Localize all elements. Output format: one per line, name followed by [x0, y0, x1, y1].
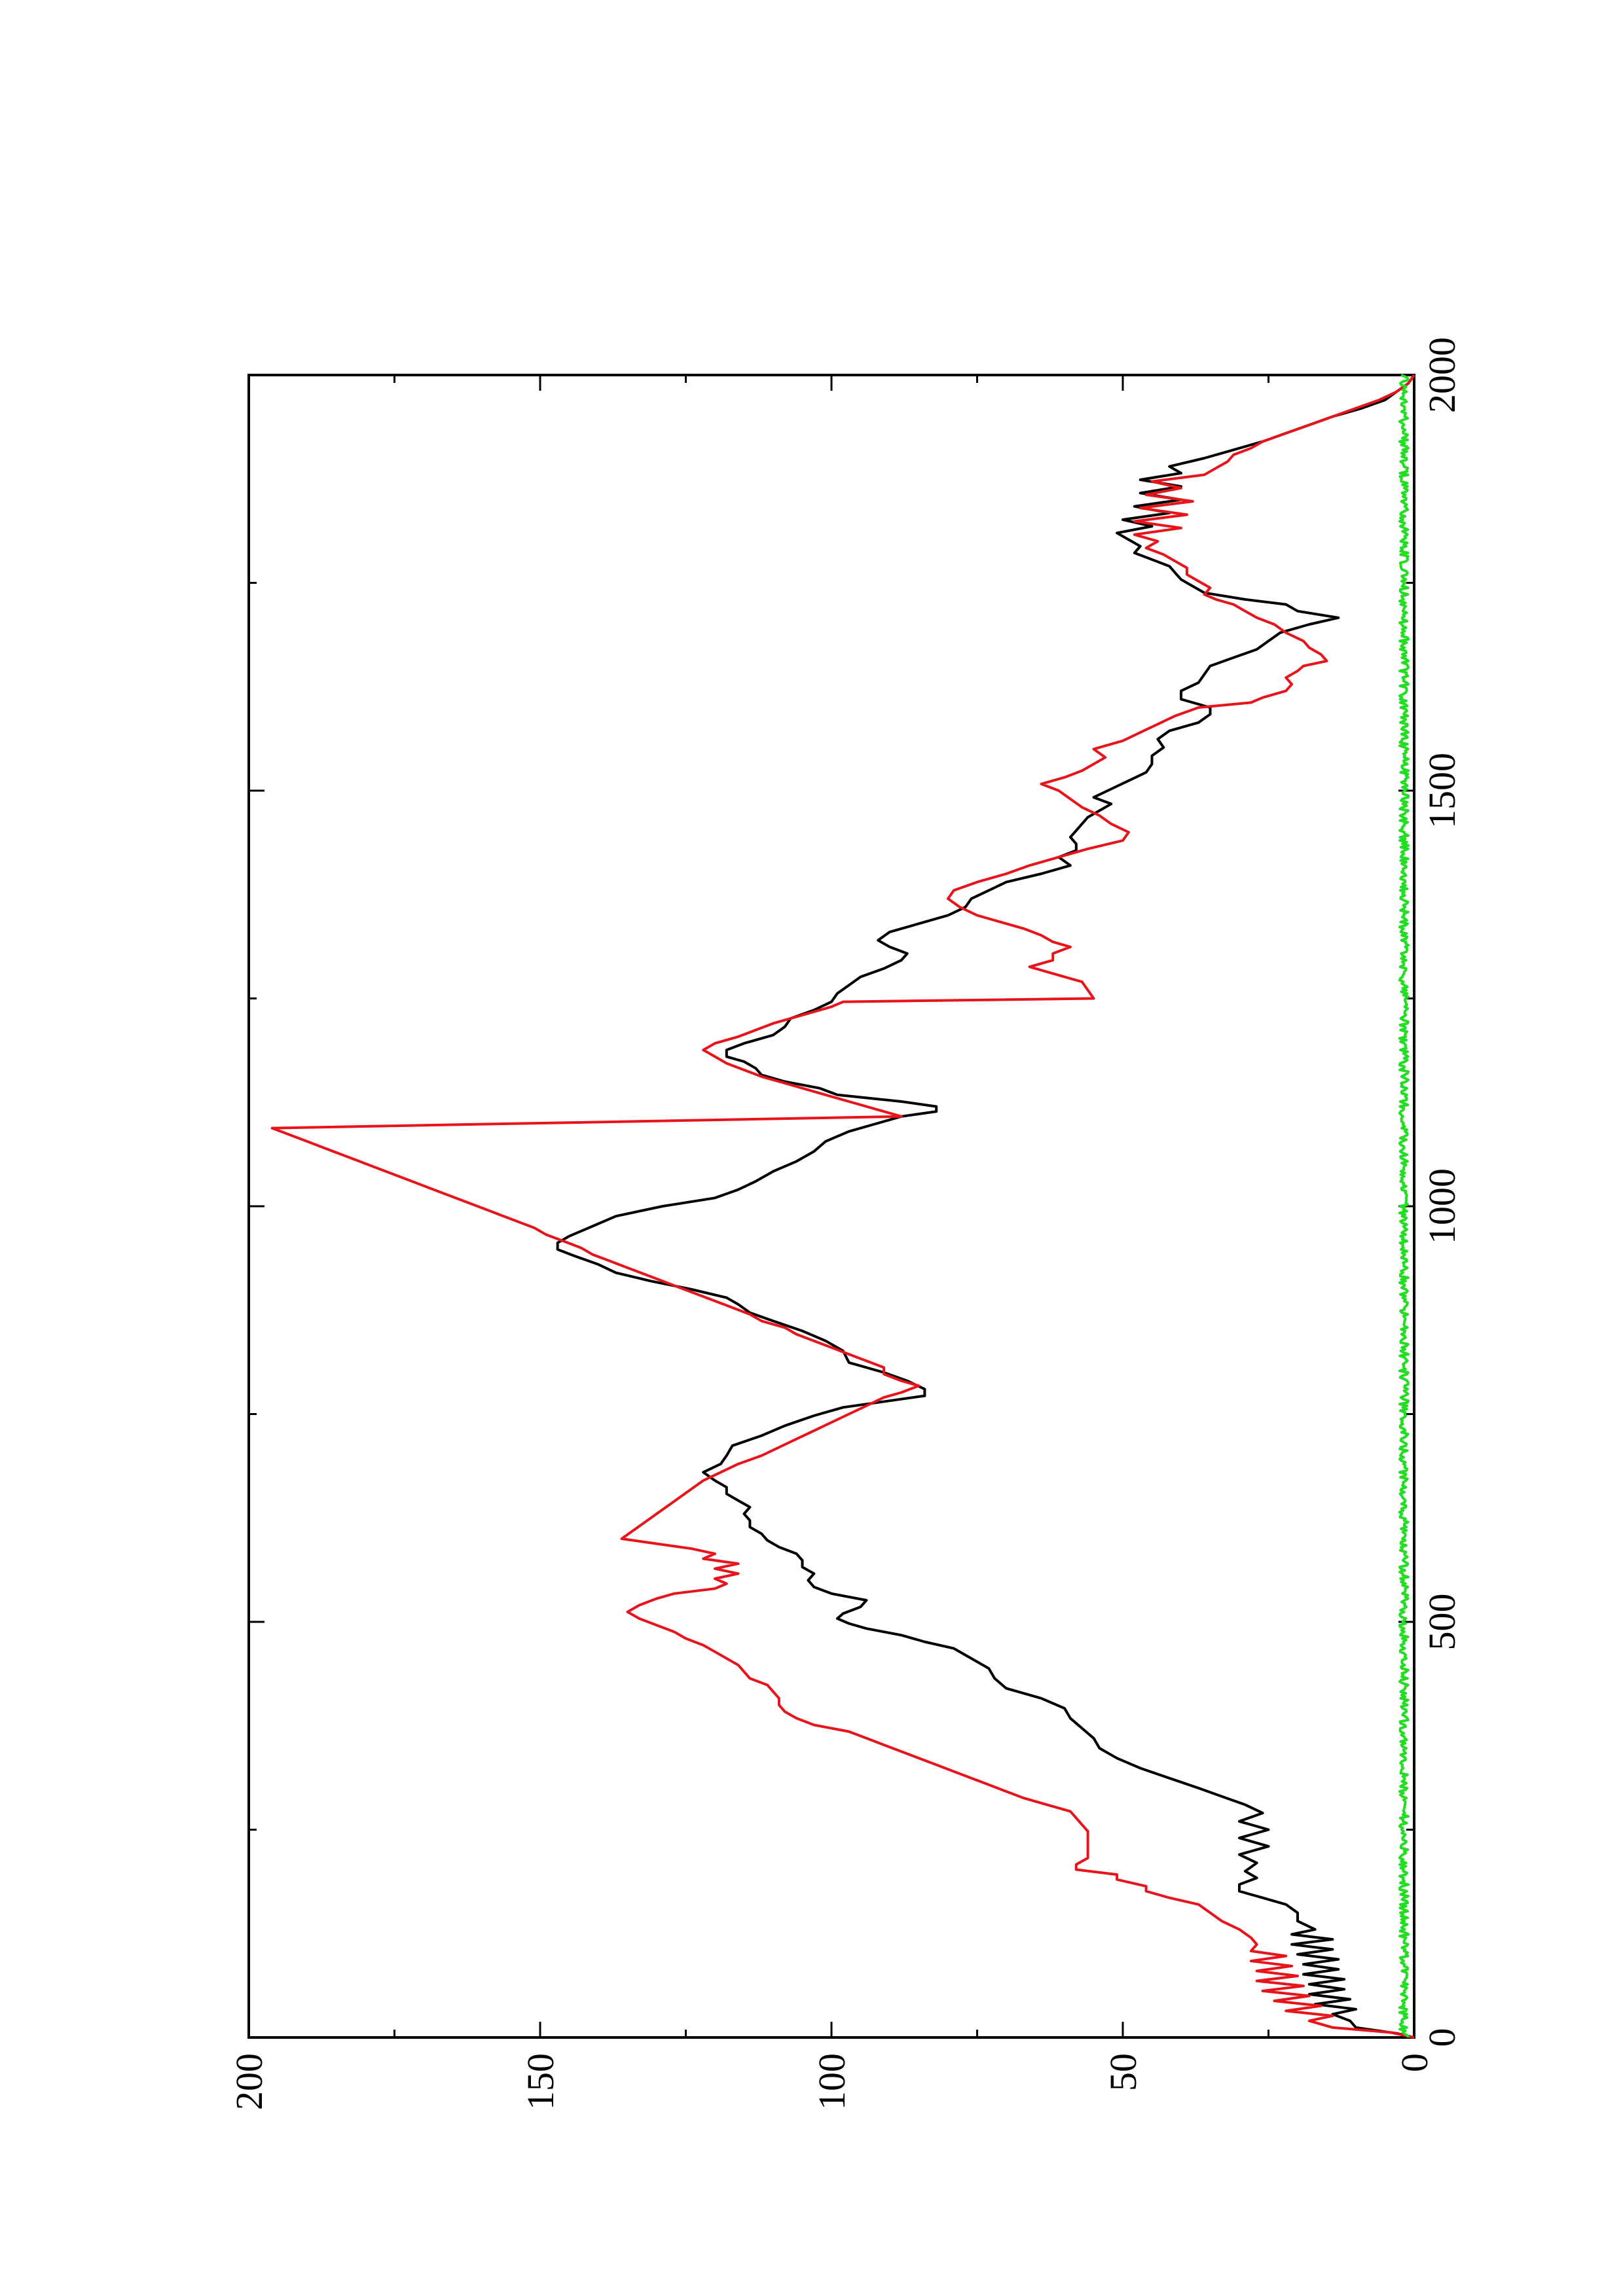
x-tick-label: 0 [1421, 2028, 1463, 2047]
y-tick-label: 100 [811, 2053, 853, 2110]
axis-ticks [247, 374, 1415, 2039]
x-tick-label: 2000 [1421, 337, 1463, 413]
y-tick-label: 200 [228, 2053, 270, 2110]
x-tick-labels: 0 500 1000 1500 2000 [1421, 337, 1463, 2047]
x-tick-label: 1000 [1421, 1168, 1463, 1244]
x-tick-label: 1500 [1421, 753, 1463, 829]
series-line-1 [556, 374, 1415, 2039]
plot-frame [247, 374, 1415, 2039]
series-line-2 [270, 374, 1415, 2039]
x-tick-label: 500 [1421, 1594, 1463, 1651]
series-line-3 [1398, 374, 1410, 2038]
series-lines [270, 374, 1415, 2039]
y-tick-label: 50 [1102, 2053, 1144, 2091]
y-tick-labels: 0 50 100 150 200 [228, 2053, 1436, 2110]
y-tick-label: 150 [519, 2053, 562, 2110]
y-tick-label: 0 [1393, 2053, 1436, 2072]
